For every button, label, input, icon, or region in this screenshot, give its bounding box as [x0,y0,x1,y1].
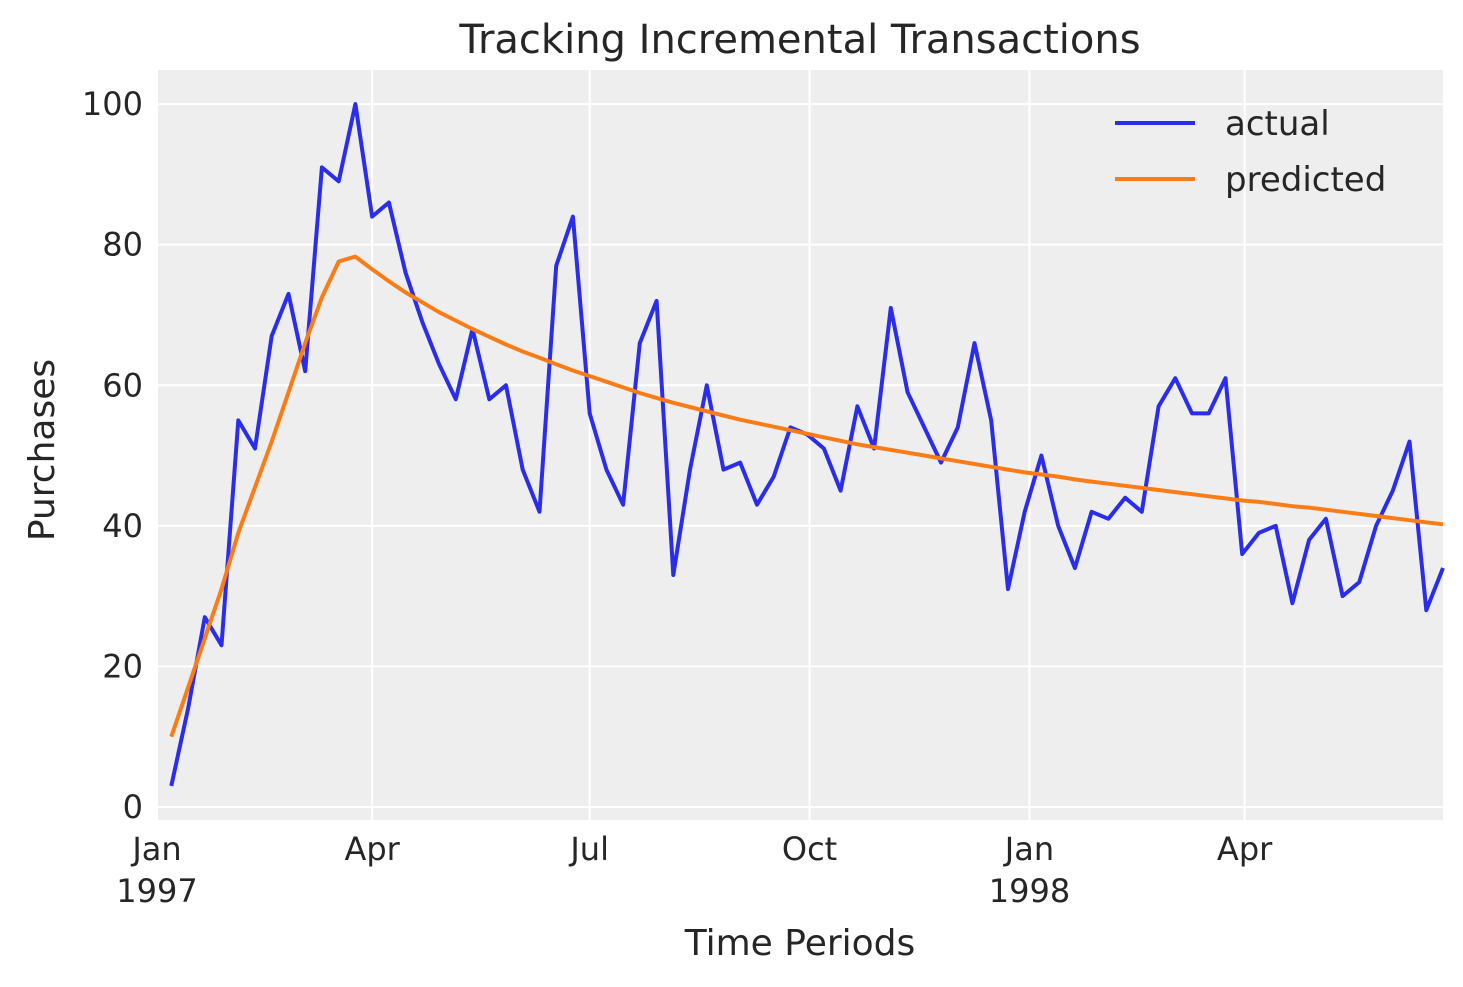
x-tick-label: Apr [344,830,400,868]
y-tick-label: 0 [123,788,143,826]
chart-title: Tracking Incremental Transactions [458,17,1140,63]
x-tick-year-label: 1998 [989,872,1070,910]
x-tick-label: Jan [130,830,181,868]
y-tick-label: 20 [102,647,143,685]
x-tick-label: Jul [568,830,609,868]
x-tick-label: Oct [782,830,837,868]
y-tick-label: 60 [102,366,143,404]
x-tick-labels: Jan 1997 Apr Jul Oct Jan 1998 Apr [116,830,1273,910]
y-tick-label: 100 [82,85,143,123]
x-tick-label: Jan [1003,830,1054,868]
x-tick-label: Apr [1217,830,1273,868]
y-tick-label: 40 [102,507,143,545]
y-tick-label: 80 [102,226,143,264]
legend-label-predicted: predicted [1225,160,1386,200]
y-axis-label: Purchases [22,359,63,541]
y-tick-labels: 0 20 40 60 80 100 [82,85,143,826]
x-axis-label: Time Periods [684,923,916,964]
legend-label-actual: actual [1225,104,1330,144]
x-tick-year-label: 1997 [116,872,197,910]
